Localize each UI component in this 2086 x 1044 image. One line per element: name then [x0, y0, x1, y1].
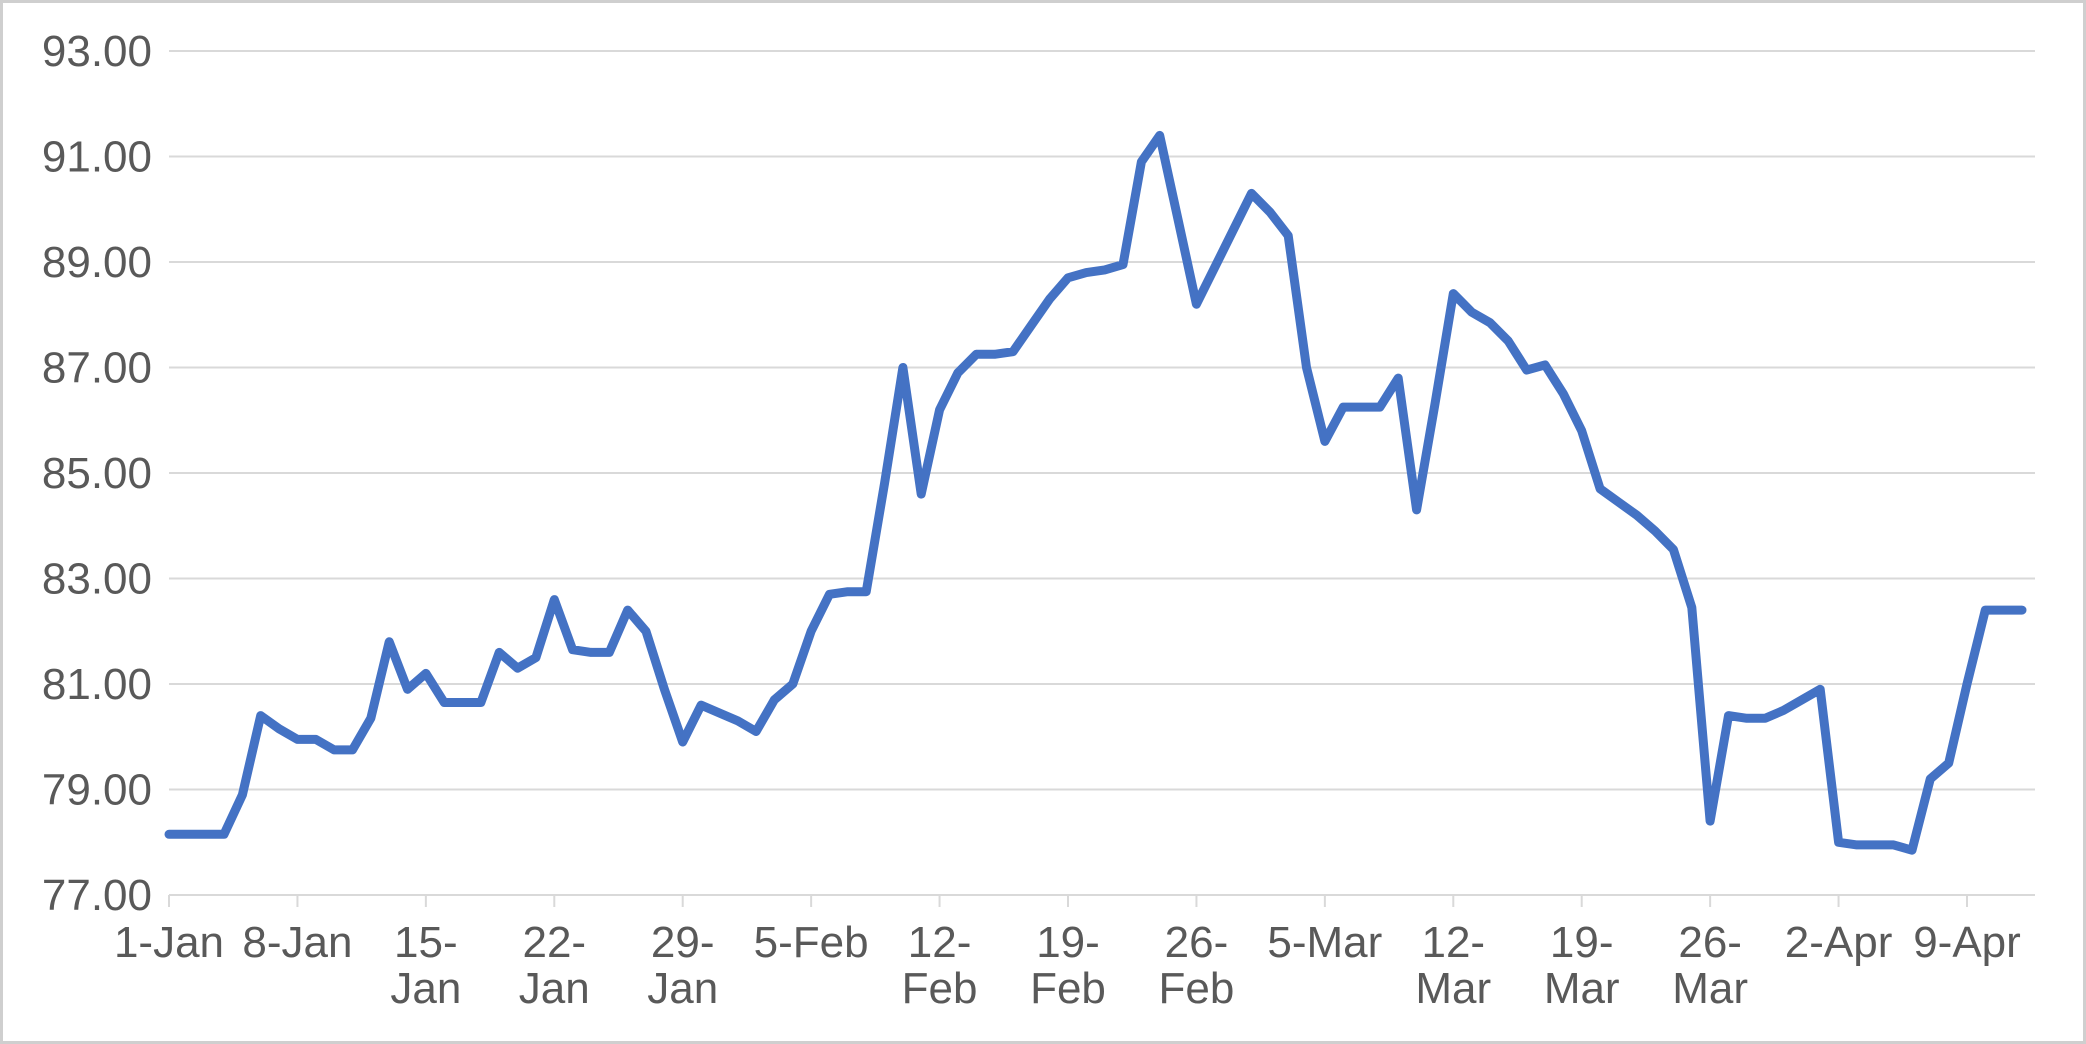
- x-axis-label: Mar: [1544, 964, 1620, 1013]
- x-axis-label: Mar: [1672, 964, 1748, 1013]
- x-axis-label: 2-Apr: [1785, 918, 1893, 967]
- x-axis-label: Feb: [1159, 964, 1235, 1013]
- y-axis-label: 81.00: [42, 660, 152, 709]
- y-axis-label: 79.00: [42, 766, 152, 815]
- x-axis-label: 5-Feb: [754, 918, 869, 967]
- x-axis-label: Feb: [1030, 964, 1106, 1013]
- y-axis-label: 91.00: [42, 133, 152, 182]
- x-axis-label: 12-: [1421, 918, 1485, 967]
- y-axis-label: 85.00: [42, 449, 152, 498]
- x-axis-label: Mar: [1415, 964, 1491, 1013]
- x-axis-label: 9-Apr: [1913, 918, 2021, 967]
- x-axis-label: 8-Jan: [242, 918, 352, 967]
- x-axis-label: Jan: [647, 964, 718, 1013]
- x-axis-label: 22-: [522, 918, 586, 967]
- x-axis-label: 1-Jan: [114, 918, 224, 967]
- y-axis-label: 83.00: [42, 555, 152, 604]
- x-axis-label: Feb: [902, 964, 978, 1013]
- x-axis-label: Jan: [390, 964, 461, 1013]
- x-axis-label: Jan: [519, 964, 590, 1013]
- x-axis-label: 26-: [1678, 918, 1742, 967]
- x-axis-label: 19-: [1550, 918, 1614, 967]
- x-axis-label: 26-: [1165, 918, 1229, 967]
- x-axis-label: 15-: [394, 918, 458, 967]
- x-axis-label: 29-: [651, 918, 715, 967]
- y-axis-label: 77.00: [42, 871, 152, 920]
- y-axis-label: 89.00: [42, 238, 152, 287]
- x-axis-label: 19-: [1036, 918, 1100, 967]
- y-axis-label: 93.00: [42, 27, 152, 76]
- series-line: [164, 130, 2027, 855]
- y-axis-label: 87.00: [42, 344, 152, 393]
- x-axis-label: 12-: [908, 918, 972, 967]
- x-axis-label: 5-Mar: [1267, 918, 1382, 967]
